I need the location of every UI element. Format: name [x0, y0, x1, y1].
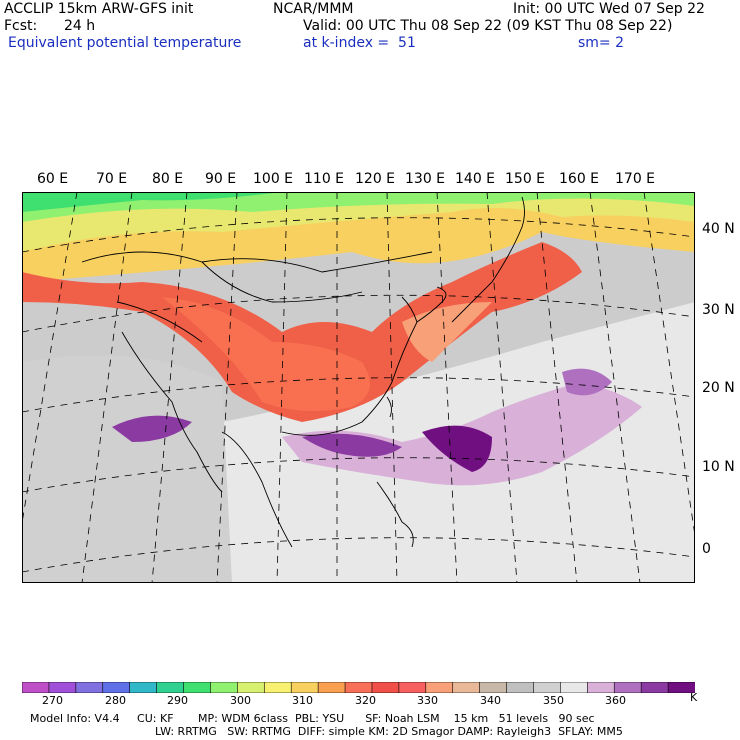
- field-region-indian: [22, 355, 232, 583]
- lon-label: 80 E: [152, 171, 184, 187]
- colorbar-swatch: [290, 682, 319, 693]
- colorbar-label: 280: [105, 694, 126, 707]
- init-time: Init: 00 UTC Wed 07 Sep 22: [513, 1, 705, 17]
- colorbar-swatch: [452, 682, 481, 693]
- colorbar-label: 320: [355, 694, 376, 707]
- colorbar-swatch: [425, 682, 454, 693]
- lon-label: 90 E: [205, 171, 237, 187]
- lon-label: 60 E: [37, 171, 69, 187]
- field-region-warm-core: [162, 297, 370, 411]
- lon-label: 130 E: [405, 171, 446, 187]
- field-region-scs: [302, 433, 402, 457]
- colorbar-swatch: [183, 682, 212, 693]
- colorbar-label: 290: [167, 694, 188, 707]
- colorbar-label: 350: [543, 694, 564, 707]
- forecast-hours: 24 h: [64, 18, 96, 34]
- org-label: NCAR/MMM: [273, 1, 354, 17]
- model-info-line2: LW: RRTMG SW: RRTMG DIFF: simple KM: 2D …: [155, 725, 623, 738]
- lat-label: 20 N: [702, 380, 735, 396]
- lon-label: 110 E: [304, 171, 345, 187]
- colorbar-swatch: [640, 682, 669, 693]
- colorbar-label: 330: [417, 694, 438, 707]
- map-frame: [22, 192, 695, 583]
- lon-label: 140 E: [455, 171, 496, 187]
- colorbar-label: 270: [42, 694, 63, 707]
- colorbar-swatch: [237, 682, 266, 693]
- colorbar-swatch: [210, 682, 239, 693]
- field-region-pacific-east: [562, 368, 612, 396]
- colorbar-label: 300: [230, 694, 251, 707]
- graticule: [22, 192, 695, 583]
- colorbar-swatch: [667, 682, 695, 693]
- field-region-north-dkgreen: [22, 192, 282, 212]
- colorbar-swatch: [263, 682, 292, 693]
- lat-label: 10 N: [702, 459, 735, 475]
- colorbar-label: 310: [292, 694, 313, 707]
- colorbar-swatch: [102, 682, 131, 693]
- coastlines: [81, 196, 525, 548]
- colorbar-swatch: [506, 682, 535, 693]
- valid-time: Valid: 00 UTC Thu 08 Sep 22 (09 KST Thu …: [303, 18, 673, 34]
- field-region-bay-of-bengal: [112, 415, 192, 442]
- colorbar-swatch: [156, 682, 185, 693]
- theta-e-map: [22, 192, 695, 583]
- lon-label: 120 E: [355, 171, 396, 187]
- colorbar-swatch: [533, 682, 562, 693]
- colorbar-label: 360: [605, 694, 626, 707]
- model-title: ACCLIP 15km ARW-GFS init: [4, 1, 194, 17]
- colorbar-swatch: [371, 682, 400, 693]
- lon-label: 150 E: [505, 171, 546, 187]
- smoothing-label: sm= 2: [578, 35, 625, 51]
- lat-label: 0: [702, 541, 711, 557]
- lon-label: 160 E: [559, 171, 600, 187]
- lon-label: 170 E: [615, 171, 656, 187]
- colorbar-swatch: [129, 682, 158, 693]
- model-info-line1: Model Info: V4.4 CU: KF MP: WDM 6class P…: [30, 712, 595, 725]
- colorbar-swatch: [344, 682, 373, 693]
- forecast-label: Fcst:: [4, 18, 38, 34]
- colorbar-swatch: [317, 682, 346, 693]
- lat-label: 40 N: [702, 221, 735, 237]
- colorbar: [22, 682, 695, 693]
- level-index: at k-index = 51: [303, 35, 416, 51]
- colorbar-swatch: [560, 682, 589, 693]
- colorbar-swatch: [48, 682, 77, 693]
- lon-label: 70 E: [96, 171, 128, 187]
- colorbar-swatch: [22, 682, 50, 693]
- field-name: Equivalent potential temperature: [8, 35, 242, 51]
- lon-label: 100 E: [253, 171, 294, 187]
- colorbar-swatch: [75, 682, 104, 693]
- colorbar-swatch: [613, 682, 642, 693]
- colorbar-unit: K: [690, 691, 698, 704]
- field-region-pacific-core: [422, 425, 492, 472]
- lat-label: 30 N: [702, 302, 735, 318]
- colorbar-swatch: [587, 682, 616, 693]
- colorbar-swatch: [398, 682, 427, 693]
- colorbar-label: 340: [480, 694, 501, 707]
- colorbar-swatch: [479, 682, 508, 693]
